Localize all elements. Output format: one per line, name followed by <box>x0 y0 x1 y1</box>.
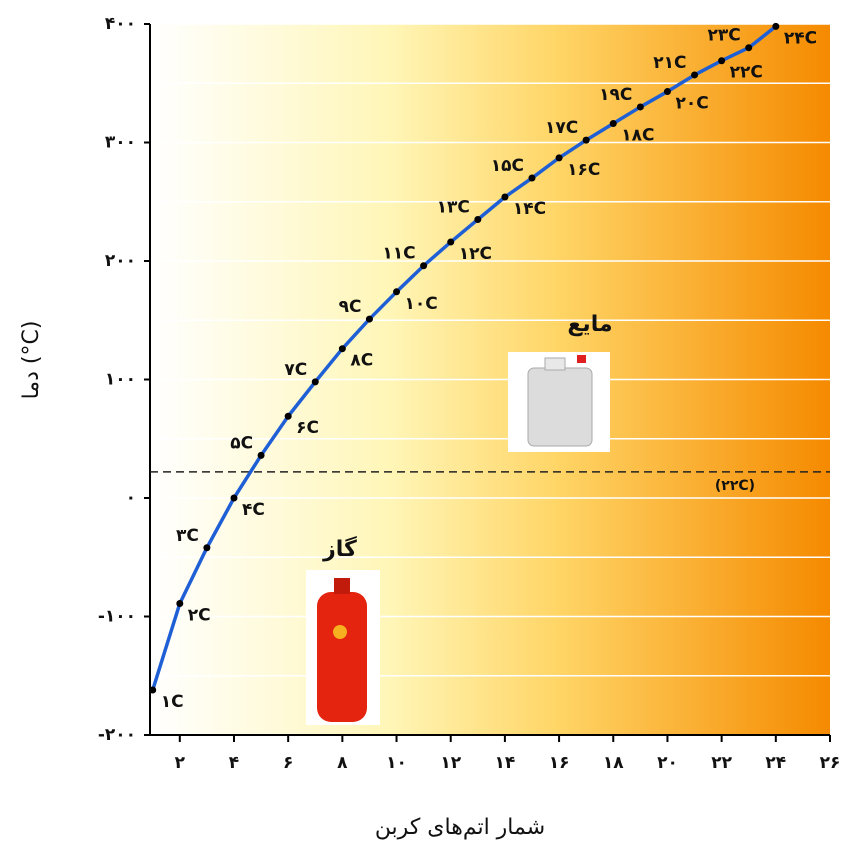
y-tick-label: ۰ <box>126 488 136 508</box>
data-point <box>718 57 726 65</box>
data-point <box>609 120 617 128</box>
data-point <box>311 378 319 386</box>
x-tick-label: ۴ <box>229 753 239 773</box>
data-point <box>636 103 644 111</box>
point-label: ۱۱C <box>382 244 415 264</box>
point-label: ۲۱C <box>653 53 686 73</box>
point-label: ۱۶C <box>567 160 600 180</box>
data-point <box>555 154 563 162</box>
data-point <box>745 44 753 52</box>
data-point <box>691 71 699 79</box>
data-point <box>420 262 428 270</box>
x-tick-label: ۶ <box>283 753 293 773</box>
point-label: ۱۸C <box>621 126 654 146</box>
y-tick-label: ۳۰۰ <box>105 133 136 153</box>
y-tick-label: ۲۰۰ <box>105 251 136 271</box>
gas-image <box>306 570 380 725</box>
data-point <box>284 412 292 420</box>
data-point <box>582 136 590 144</box>
x-tick-label: ۱۲ <box>440 753 461 773</box>
point-label: ۹C <box>339 297 362 317</box>
data-point <box>501 193 509 201</box>
point-label: ۲C <box>188 605 211 625</box>
x-tick-label: ۸ <box>337 753 348 773</box>
point-label: ۱۴C <box>513 199 546 219</box>
y-tick-label: ۴۰۰ <box>105 14 136 34</box>
liquid-image <box>508 352 610 452</box>
x-tick-label: ۱۶ <box>549 753 570 773</box>
data-point <box>257 451 265 459</box>
x-tick-label: ۲۴ <box>765 753 786 773</box>
data-point <box>528 174 536 182</box>
x-tick-label: ۲۶ <box>820 753 841 773</box>
y-axis-label: دما (°C) <box>19 321 44 400</box>
point-label: ۱۲C <box>459 244 492 264</box>
point-label: ۱۵C <box>491 156 524 176</box>
point-label: ۱C <box>161 692 184 712</box>
x-tick-label: ۲۲ <box>711 753 732 773</box>
point-label: ۶C <box>296 418 319 438</box>
gas-label: گاز <box>322 535 357 562</box>
x-tick-label: ۱۴ <box>495 753 516 773</box>
data-point <box>149 686 157 694</box>
data-point <box>447 238 455 246</box>
point-label: ۳C <box>176 526 199 546</box>
liquid-label: مایع <box>567 312 612 337</box>
point-label: ۸C <box>350 351 373 371</box>
x-tick-label: ۲ <box>175 753 186 773</box>
data-point <box>230 494 238 502</box>
point-label: ۱۳C <box>437 198 470 218</box>
point-label: ۵C <box>230 433 253 453</box>
x-tick-label: ۲۰ <box>657 753 678 773</box>
point-label: ۱۷C <box>545 118 578 138</box>
point-label: ۴C <box>242 500 265 520</box>
point-label: ۱۰C <box>405 294 438 314</box>
data-point <box>365 315 373 323</box>
y-tick-label: -۱۰۰ <box>98 607 136 627</box>
x-axis-label: شمار اتم‌های کربن <box>375 815 545 840</box>
point-label: ۷C <box>284 360 307 380</box>
data-point <box>203 544 211 552</box>
x-tick-label: ۱۰ <box>386 753 407 773</box>
data-point <box>176 599 184 607</box>
data-point <box>338 345 346 353</box>
x-tick-label: ۱۸ <box>603 753 624 773</box>
data-point <box>772 22 780 30</box>
y-tick-label: -۲۰۰ <box>98 725 136 745</box>
y-tick-label: ۱۰۰ <box>105 370 136 390</box>
series-line <box>151 24 777 691</box>
data-point <box>393 288 401 296</box>
point-label: ۱۹C <box>599 85 632 105</box>
data-point <box>663 88 671 96</box>
data-point <box>474 216 482 224</box>
point-label: ۲۰C <box>675 94 708 114</box>
point-label: ۲۴C <box>784 28 817 48</box>
reference-label: (۲۲C) <box>715 478 755 494</box>
point-label: ۲۳C <box>707 26 740 46</box>
point-label: ۲۲C <box>730 63 763 83</box>
